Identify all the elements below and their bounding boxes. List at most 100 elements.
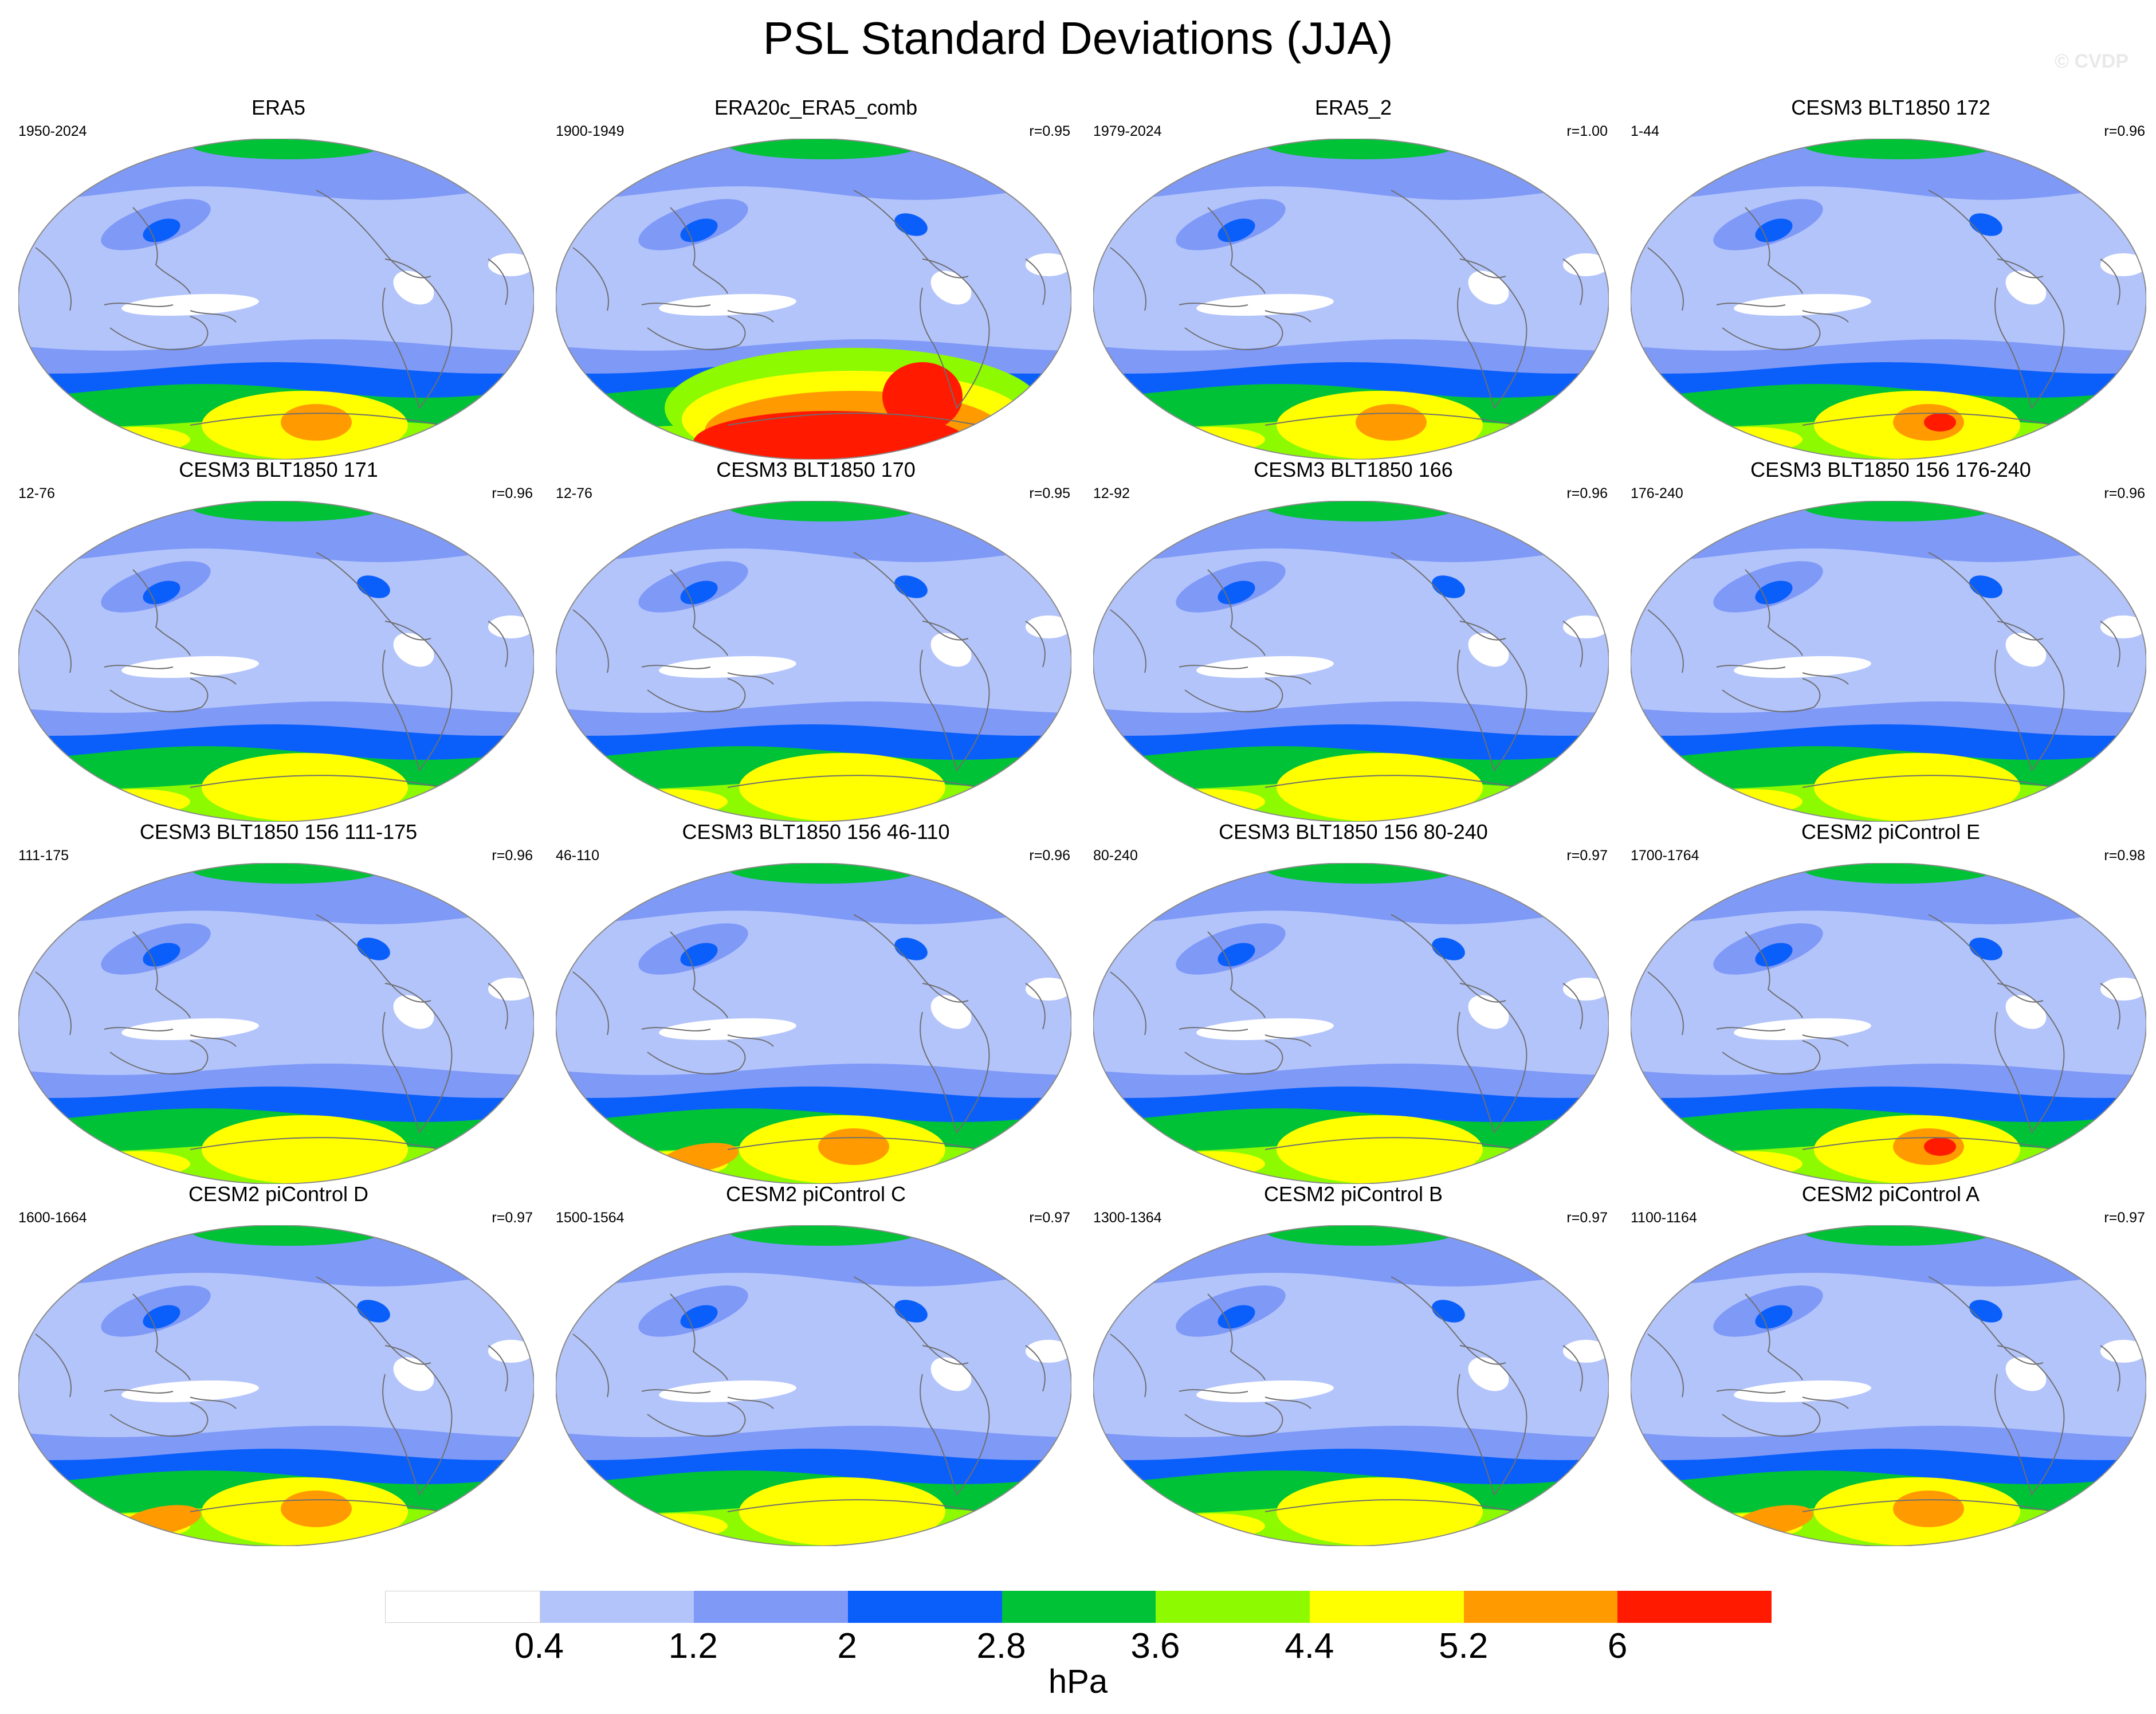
- map-panel: [18, 139, 534, 460]
- colorbar-tick-label: 4.4: [1285, 1626, 1334, 1666]
- colorbar-tick-label: 3.6: [1130, 1626, 1180, 1666]
- panel-title: CESM3 BLT1850 156 46-110: [682, 820, 950, 844]
- panel-title: CESM2 piControl E: [1801, 820, 1981, 844]
- map-panel-3: ERA5_2 1979-2024 r=1.00: [1084, 95, 1623, 468]
- panel-period: 111-175: [18, 848, 69, 864]
- panel-title: CESM3 BLT1850 166: [1254, 458, 1453, 481]
- panel-period: 46-110: [556, 848, 599, 864]
- map-panel-10: CESM3 BLT1850 156 46-110 46-110 r=0.96: [547, 819, 1085, 1192]
- colorbar-tick-label: 2: [837, 1626, 857, 1666]
- panel-correlation: r=1.00: [1566, 123, 1608, 139]
- map-panel-4: CESM3 BLT1850 172 1-44 r=0.96: [1621, 95, 2156, 468]
- colorbar-cell: [1617, 1591, 1772, 1623]
- map-panel: [1093, 863, 1609, 1184]
- colorbar-tick-label: 6: [1607, 1626, 1628, 1666]
- colorbar-cell: [1156, 1591, 1310, 1623]
- panel-period: 1700-1764: [1631, 848, 1699, 864]
- panel-period: 1300-1364: [1093, 1210, 1162, 1226]
- colorbar: [385, 1591, 1772, 1623]
- panel-correlation: r=0.97: [2104, 1210, 2145, 1226]
- colorbar-cell: [848, 1591, 1002, 1623]
- map-panel-16: CESM2 piControl A 1100-1164 r=0.97: [1621, 1182, 2156, 1554]
- map-panel: [1631, 1225, 2146, 1546]
- panel-correlation: r=0.95: [1029, 123, 1070, 139]
- map-panel: [1093, 1225, 1609, 1546]
- panel-title: ERA20c_ERA5_comb: [714, 96, 918, 119]
- map-panel-7: CESM3 BLT1850 166 12-92 r=0.96: [1084, 457, 1623, 830]
- map-panel: [18, 1225, 534, 1546]
- panel-correlation: r=0.96: [2104, 123, 2145, 139]
- panel-period: 1900-1949: [556, 123, 625, 139]
- page-title: PSL Standard Deviations (JJA): [763, 13, 1393, 64]
- map-panel-5: CESM3 BLT1850 171 12-76 r=0.96: [9, 457, 548, 830]
- map-panel-6: CESM3 BLT1850 170 12-76 r=0.95: [547, 457, 1085, 830]
- panel-correlation: r=0.97: [492, 1210, 533, 1226]
- map-panel: [18, 863, 534, 1184]
- map-panel: [1093, 139, 1609, 460]
- map-panel-15: CESM2 piControl B 1300-1364 r=0.97: [1084, 1182, 1623, 1554]
- map-panel: [556, 1225, 1071, 1546]
- map-panel-2: ERA20c_ERA5_comb 1900-1949 r=0.95: [547, 95, 1085, 468]
- panel-period: 1-44: [1631, 123, 1660, 139]
- map-panel: [556, 139, 1071, 460]
- colorbar-tick-label: 5.2: [1439, 1626, 1489, 1666]
- panel-title: CESM3 BLT1850 156 80-240: [1219, 820, 1488, 844]
- watermark: © CVDP: [2055, 50, 2128, 72]
- panel-title: CESM2 piControl A: [1801, 1182, 1980, 1206]
- panel-period: 176-240: [1631, 485, 1683, 501]
- panel-period: 1500-1564: [556, 1210, 625, 1226]
- colorbar-cell: [540, 1591, 694, 1623]
- panel-title: ERA5_2: [1314, 96, 1392, 119]
- panel-correlation: r=0.97: [1029, 1210, 1070, 1226]
- panel-period: 80-240: [1093, 848, 1138, 864]
- panel-correlation: r=0.96: [1029, 848, 1070, 864]
- map-panel: [18, 501, 534, 822]
- map-panel-9: CESM3 BLT1850 156 111-175 111-175 r=0.96: [9, 819, 548, 1192]
- panel-correlation: r=0.96: [1566, 485, 1608, 501]
- colorbar-cell: [1310, 1591, 1464, 1623]
- panel-correlation: r=0.96: [492, 485, 533, 501]
- colorbar-cell: [1463, 1591, 1618, 1623]
- panel-correlation: r=0.96: [2104, 485, 2145, 501]
- panel-title: CESM3 BLT1850 170: [716, 458, 916, 481]
- panel-period: 1600-1664: [18, 1210, 87, 1226]
- colorbar-tick-label: 0.4: [514, 1626, 564, 1666]
- panel-title: CESM3 BLT1850 172: [1791, 96, 1990, 119]
- panel-title: CESM3 BLT1850 156 176-240: [1750, 458, 2031, 481]
- panel-correlation: r=0.97: [1566, 1210, 1608, 1226]
- colorbar-tick-label: 2.8: [976, 1626, 1026, 1666]
- map-panel: [556, 863, 1071, 1184]
- colorbar-cell: [385, 1591, 540, 1623]
- colorbar-cell: [694, 1591, 849, 1623]
- panel-title: CESM2 piControl D: [188, 1182, 369, 1206]
- panel-period: 1950-2024: [18, 123, 87, 139]
- panel-title: CESM2 piControl B: [1263, 1182, 1443, 1206]
- map-panel-8: CESM3 BLT1850 156 176-240 176-240 r=0.96: [1621, 457, 2156, 830]
- map-panel-11: CESM3 BLT1850 156 80-240 80-240 r=0.97: [1084, 819, 1623, 1192]
- panel-period: 12-76: [556, 485, 592, 501]
- panel-title: ERA5: [251, 96, 306, 119]
- panel-correlation: r=0.98: [2104, 848, 2145, 864]
- map-panel: [1631, 139, 2146, 460]
- colorbar-units: hPa: [1048, 1663, 1108, 1700]
- panel-period: 1100-1164: [1631, 1210, 1697, 1226]
- map-panel: [1093, 501, 1609, 822]
- map-panel-13: CESM2 piControl D 1600-1664 r=0.97: [9, 1182, 548, 1554]
- colorbar-cell: [1002, 1591, 1156, 1623]
- panel-title: CESM3 BLT1850 156 111-175: [139, 820, 418, 844]
- panel-title: CESM3 BLT1850 171: [179, 458, 378, 481]
- panel-correlation: r=0.95: [1029, 485, 1070, 501]
- map-panel: [1631, 501, 2146, 822]
- map-panel-12: CESM2 piControl E 1700-1764 r=0.98: [1621, 819, 2156, 1192]
- map-panel: [556, 501, 1071, 822]
- map-panel-14: CESM2 piControl C 1500-1564 r=0.97: [547, 1182, 1085, 1554]
- panel-correlation: r=0.96: [492, 848, 533, 864]
- panel-title: CESM2 piControl C: [725, 1182, 906, 1206]
- map-panel: [1631, 863, 2146, 1184]
- colorbar-tick-label: 1.2: [668, 1626, 718, 1666]
- map-panel-1: ERA5 1950-2024: [9, 95, 548, 468]
- panel-period: 12-92: [1093, 485, 1130, 501]
- panel-period: 12-76: [18, 485, 55, 501]
- panel-correlation: r=0.97: [1566, 848, 1608, 864]
- panel-period: 1979-2024: [1093, 123, 1162, 139]
